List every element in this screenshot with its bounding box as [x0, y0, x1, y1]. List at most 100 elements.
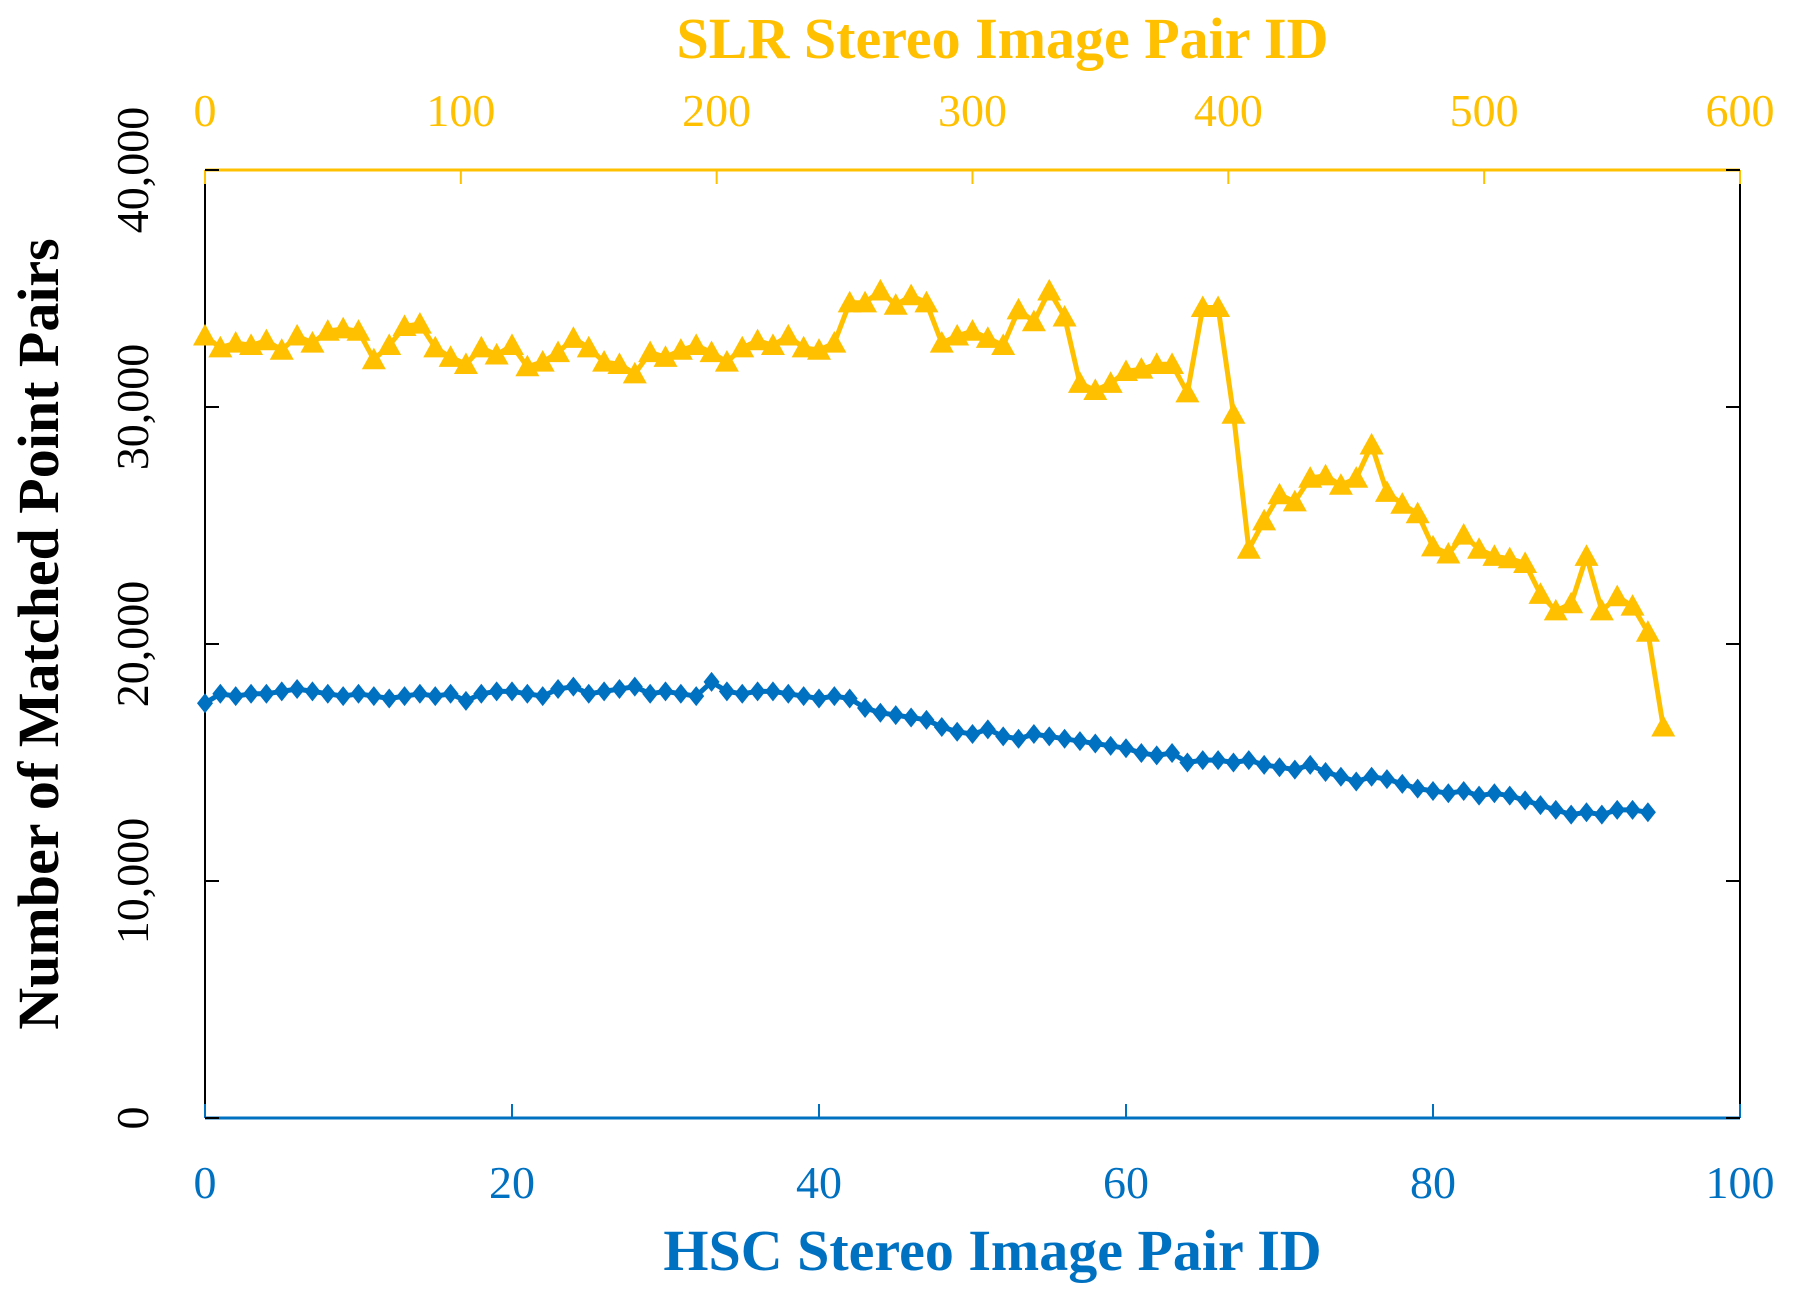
data-point-diamond — [488, 681, 505, 702]
data-point-diamond — [197, 693, 213, 714]
series-top-axis — [193, 278, 1676, 737]
data-point-triangle — [1482, 544, 1507, 566]
data-point-diamond — [1378, 769, 1395, 790]
data-point-triangle — [1635, 620, 1660, 642]
data-point-diamond — [1194, 750, 1211, 771]
data-point-triangle — [914, 290, 939, 313]
y-axis-title: Number of Matched Point Pairs — [6, 238, 71, 1030]
data-point-diamond — [657, 681, 674, 702]
data-point-triangle — [1144, 352, 1169, 374]
y-axis-tick-label: 20,000 — [107, 581, 158, 708]
data-point-diamond — [442, 683, 459, 704]
top-axis-tick-label: 100 — [426, 85, 495, 136]
data-point-diamond — [718, 681, 735, 702]
data-point-triangle — [684, 333, 709, 355]
data-point-diamond — [550, 679, 567, 700]
data-point-triangle — [622, 361, 647, 384]
data-point-diamond — [811, 688, 827, 709]
data-point-diamond — [365, 686, 382, 707]
data-point-triangle — [1083, 378, 1108, 401]
data-point-triangle — [791, 335, 816, 358]
data-point-triangle — [1651, 714, 1676, 737]
data-point-triangle — [699, 340, 724, 363]
data-point-triangle — [868, 278, 893, 301]
data-point-diamond — [1394, 773, 1411, 794]
data-point-triangle — [714, 349, 739, 372]
data-point-diamond — [688, 686, 705, 707]
data-point-triangle — [1282, 489, 1307, 512]
data-point-diamond — [473, 683, 490, 704]
data-point-triangle — [1451, 522, 1476, 545]
data-point-diamond — [995, 726, 1012, 747]
data-point-diamond — [626, 676, 643, 697]
data-point-triangle — [822, 331, 847, 353]
data-point-diamond — [1087, 733, 1104, 754]
data-point-triangle — [223, 331, 248, 353]
data-point-diamond — [1056, 728, 1073, 749]
data-point-diamond — [335, 686, 352, 707]
data-point-triangle — [1037, 278, 1062, 301]
data-point-triangle — [300, 331, 325, 353]
data-point-diamond — [1486, 783, 1503, 804]
data-point-triangle — [254, 328, 279, 351]
data-point-triangle — [807, 338, 831, 360]
plot-frame — [205, 170, 1740, 1118]
data-point-diamond — [1210, 750, 1227, 771]
y-axis-tick-label: 10,000 — [107, 818, 158, 945]
bottom-axis-tick-label: 40 — [796, 1157, 842, 1208]
data-point-triangle — [1620, 594, 1645, 616]
data-point-diamond — [534, 686, 551, 707]
data-point-diamond — [1256, 754, 1273, 775]
bottom-axis-tick-label: 100 — [1706, 1157, 1775, 1208]
top-axis-tick-label: 300 — [938, 85, 1007, 136]
data-point-triangle — [1206, 295, 1231, 318]
data-point-triangle — [438, 345, 463, 367]
data-point-diamond — [1225, 752, 1242, 773]
data-point-triangle — [730, 335, 755, 358]
data-point-triangle — [1405, 501, 1430, 524]
top-axis-tick-label: 600 — [1706, 85, 1775, 136]
data-point-triangle — [1175, 380, 1200, 403]
data-point-diamond — [1593, 804, 1610, 825]
data-point-triangle — [1421, 534, 1445, 557]
data-point-diamond — [319, 683, 336, 704]
data-point-triangle — [1160, 352, 1185, 374]
data-point-triangle — [1236, 537, 1261, 559]
data-point-triangle — [1497, 546, 1522, 569]
data-point-triangle — [1436, 541, 1461, 564]
data-point-diamond — [457, 690, 474, 711]
data-point-diamond — [1010, 728, 1027, 749]
data-point-diamond — [258, 683, 275, 704]
y-axis-tick-label: 0 — [107, 1107, 158, 1130]
top-axis-title: SLR Stereo Image Pair ID — [677, 6, 1329, 71]
data-point-diamond — [411, 683, 428, 704]
data-point-diamond — [1563, 804, 1580, 825]
data-point-diamond — [1363, 766, 1380, 787]
y-axis-tick-label: 30,000 — [107, 344, 158, 471]
data-point-diamond — [1471, 785, 1488, 806]
data-point-diamond — [1240, 750, 1257, 771]
data-point-diamond — [887, 705, 904, 726]
data-point-diamond — [1148, 745, 1165, 766]
data-point-diamond — [764, 681, 781, 702]
data-point-triangle — [1067, 371, 1092, 393]
data-point-triangle — [530, 349, 555, 372]
data-point-triangle — [1359, 432, 1384, 455]
data-point-diamond — [227, 686, 244, 707]
data-point-diamond — [1578, 802, 1595, 823]
data-point-diamond — [1440, 783, 1457, 804]
data-point-triangle — [1313, 463, 1338, 486]
bottom-axis-tick-label: 20 — [489, 1157, 535, 1208]
data-point-diamond — [1624, 799, 1641, 820]
data-point-diamond — [1639, 802, 1656, 823]
data-point-triangle — [607, 352, 632, 374]
bottom-axis-tick-label: 60 — [1103, 1157, 1149, 1208]
data-point-diamond — [1071, 731, 1088, 752]
data-point-triangle — [423, 335, 448, 358]
data-point-diamond — [1348, 771, 1365, 792]
data-point-diamond — [903, 707, 920, 728]
data-point-diamond — [933, 716, 950, 737]
data-point-diamond — [580, 683, 597, 704]
data-point-diamond — [1271, 757, 1288, 778]
data-point-diamond — [1532, 795, 1549, 816]
